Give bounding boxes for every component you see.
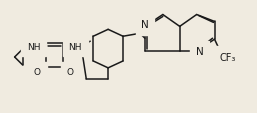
- Text: CF₃: CF₃: [219, 53, 236, 62]
- Text: N: N: [196, 47, 204, 57]
- Text: O: O: [67, 68, 74, 77]
- Text: NH: NH: [27, 42, 40, 51]
- Text: O: O: [34, 68, 41, 77]
- Text: NH: NH: [69, 42, 82, 51]
- Text: N: N: [141, 20, 149, 30]
